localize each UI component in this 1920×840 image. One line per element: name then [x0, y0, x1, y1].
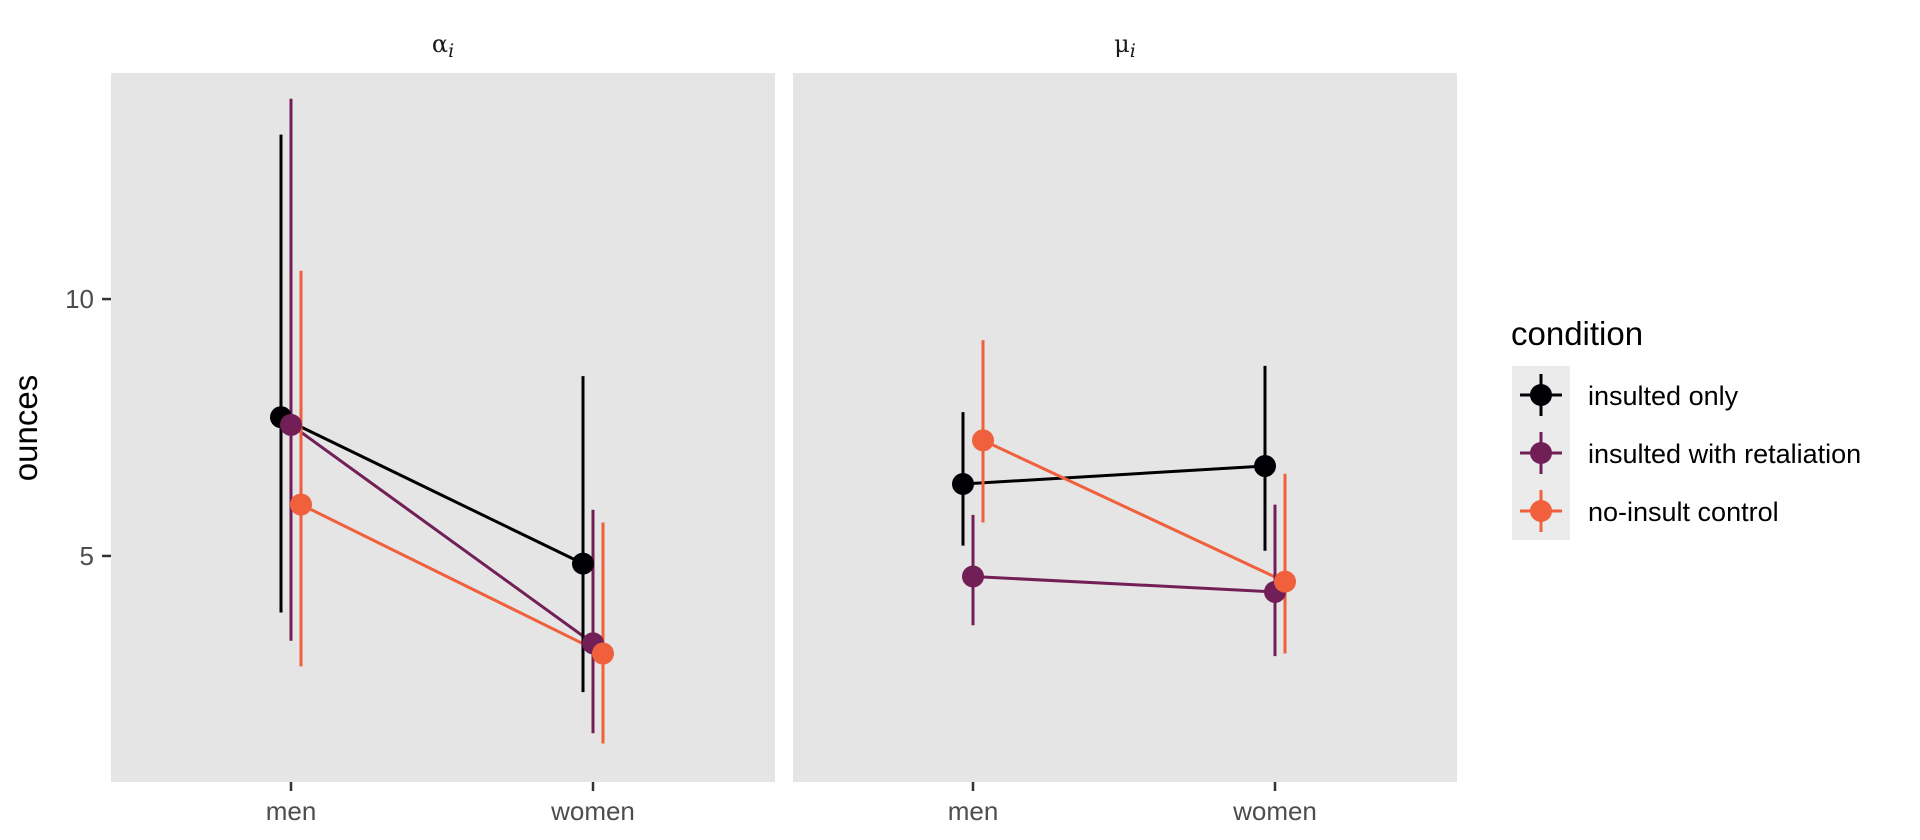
point-no_insult_control-men: [972, 429, 994, 452]
panel-strip-label: μi: [1114, 30, 1136, 62]
legend-key-point: [1530, 442, 1552, 464]
x-tick-label-women: women: [550, 796, 635, 826]
panels-layer: αi men women μi men women: [111, 30, 1457, 826]
point-insulted_with_retaliation-men: [280, 413, 302, 436]
legend: condition insulted only insulted with ret…: [1511, 315, 1861, 540]
series-line-no_insult_control: [300, 503, 604, 655]
series-line-insulted_only: [962, 464, 1266, 486]
x-tick-label-men: men: [266, 796, 317, 826]
legend-key-point: [1530, 384, 1552, 406]
panel-2: μi men women: [793, 30, 1457, 826]
legend-label: no-insult control: [1588, 497, 1779, 527]
y-tick-label-10: 10: [65, 284, 94, 314]
point-insulted_only-women: [1254, 455, 1276, 478]
panel-background: [793, 73, 1457, 782]
legend-label: insulted with retaliation: [1588, 439, 1861, 469]
x-tick-label-women: women: [1232, 796, 1317, 826]
legend-key-point: [1530, 500, 1552, 522]
series-line-insulted_with_retaliation: [290, 423, 594, 645]
legend-entry-insulted_with_retaliation: insulted with retaliation: [1520, 432, 1861, 474]
point-no_insult_control-men: [290, 493, 312, 516]
series-line-insulted_only: [280, 415, 584, 565]
series-line-insulted_with_retaliation: [972, 574, 1276, 594]
legend-title: condition: [1511, 315, 1643, 352]
x-tick-label-men: men: [948, 796, 999, 826]
y-axis-title: ounces: [7, 375, 44, 481]
y-axis: 5 10: [65, 284, 111, 571]
point-no_insult_control-women: [1274, 570, 1296, 593]
legend-label: insulted only: [1588, 381, 1739, 411]
legend-entry-insulted_only: insulted only: [1520, 374, 1739, 416]
point-insulted_only-men: [952, 473, 974, 496]
legend-entry-no_insult_control: no-insult control: [1520, 490, 1779, 532]
y-tick-label-5: 5: [80, 541, 94, 571]
point-no_insult_control-women: [592, 642, 614, 665]
series-line-no_insult_control: [982, 438, 1286, 583]
point-insulted_only-women: [572, 552, 594, 575]
panel-1: αi men women: [111, 30, 775, 826]
panel-background: [111, 73, 775, 782]
point-insulted_with_retaliation-men: [962, 565, 984, 588]
panel-strip-label: αi: [432, 30, 454, 62]
